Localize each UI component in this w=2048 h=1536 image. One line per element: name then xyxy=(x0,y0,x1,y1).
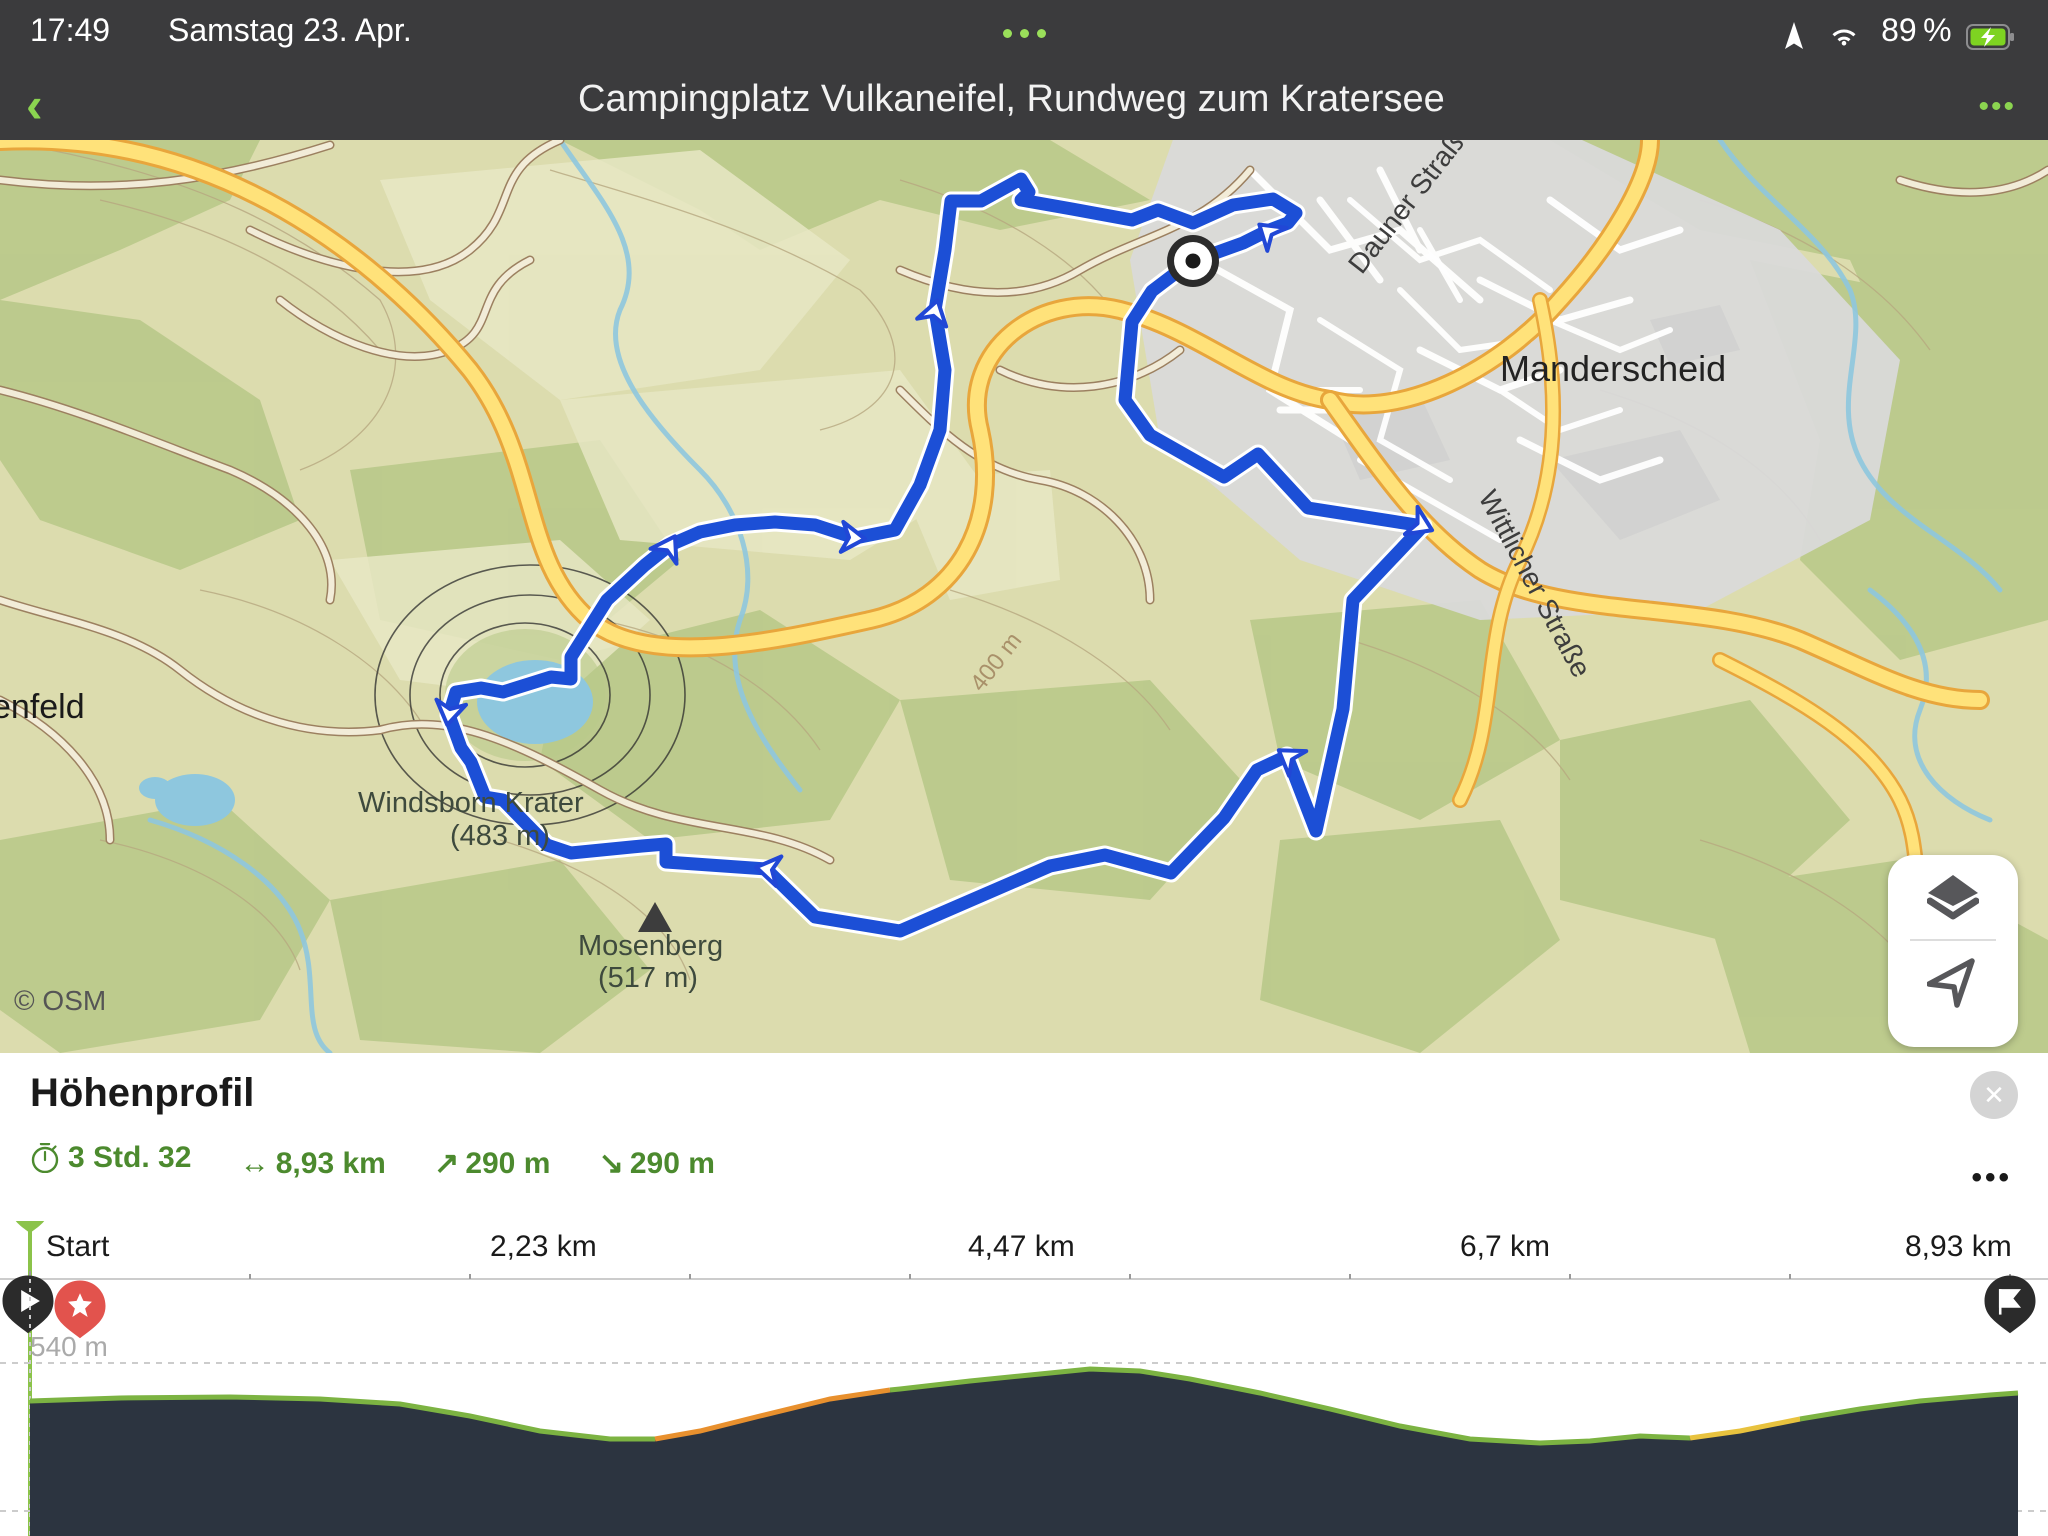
svg-text:6,7 km: 6,7 km xyxy=(1460,1230,1550,1263)
svg-text:2,23 km: 2,23 km xyxy=(490,1230,597,1263)
svg-text:4,47 km: 4,47 km xyxy=(968,1230,1075,1263)
svg-text:8,93 km: 8,93 km xyxy=(1905,1230,2012,1263)
svg-text:540 m: 540 m xyxy=(30,1331,108,1362)
svg-text:Start: Start xyxy=(46,1230,110,1263)
